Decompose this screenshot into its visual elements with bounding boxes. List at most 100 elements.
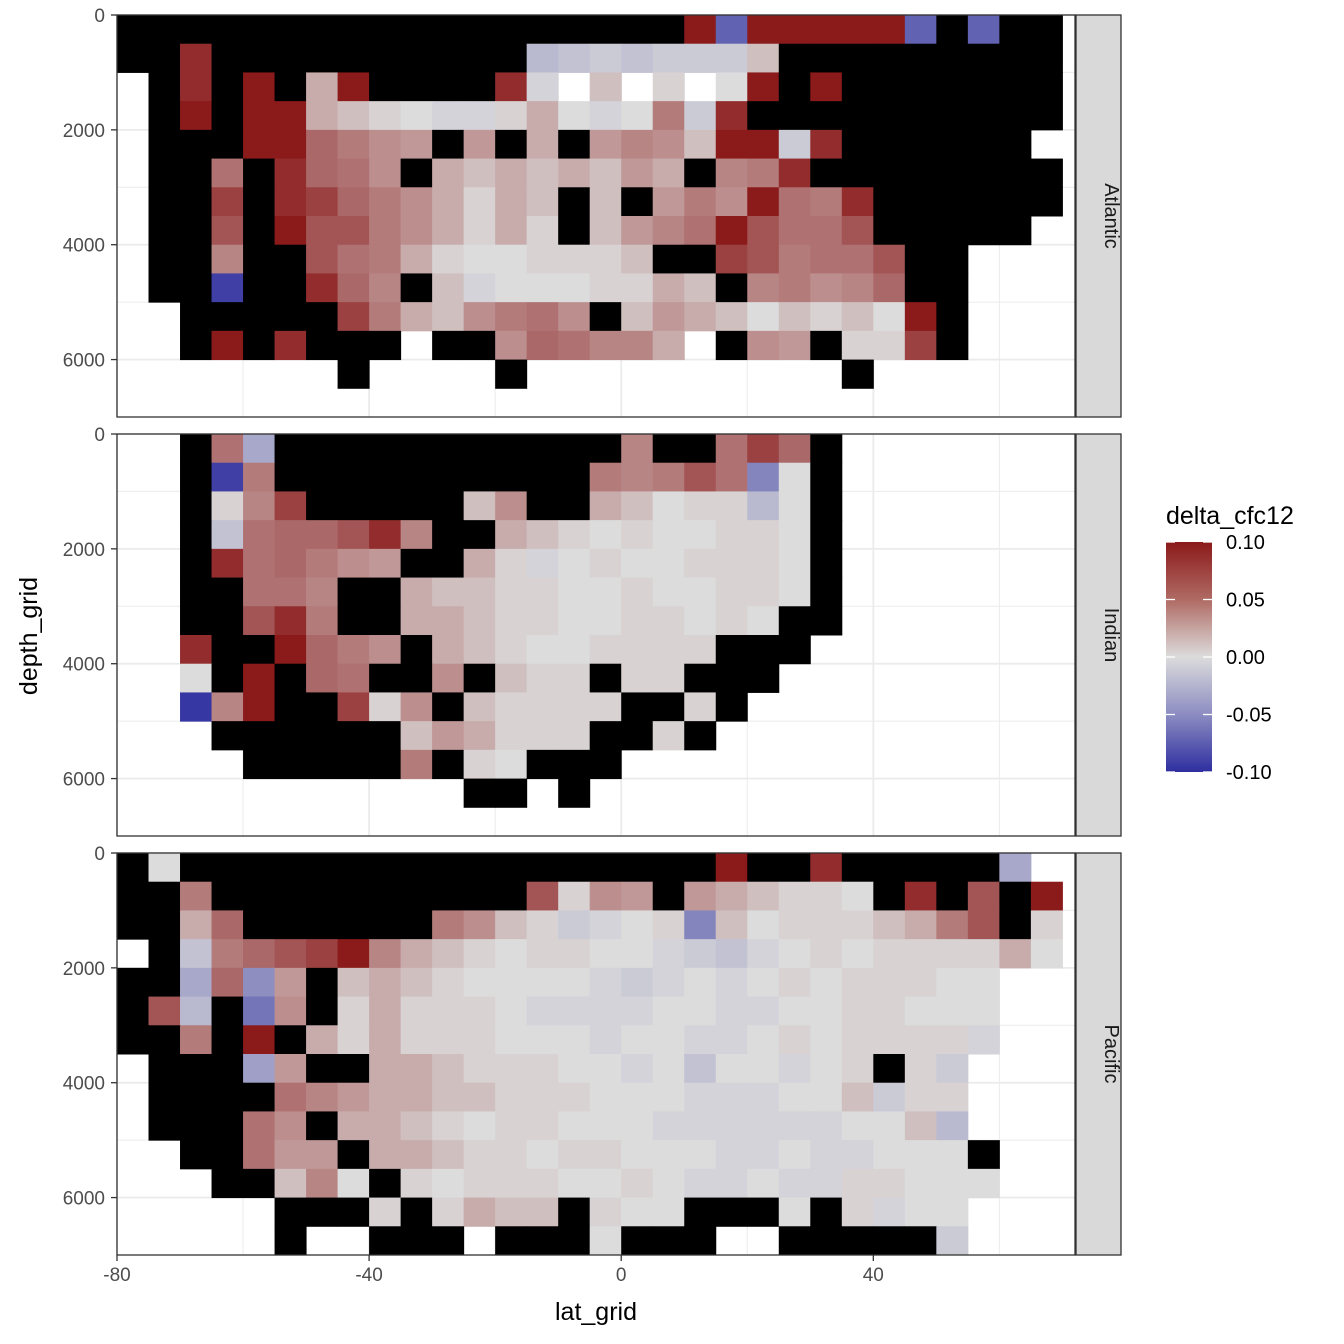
heatmap-cell — [967, 101, 1000, 131]
y-tick-label: 0 — [94, 844, 105, 865]
panel-border — [116, 433, 1076, 837]
heatmap-cell — [778, 15, 811, 45]
heatmap-cell — [873, 1168, 906, 1199]
heatmap-cell — [1030, 187, 1063, 217]
heatmap-cell — [747, 101, 780, 131]
heatmap-cell — [810, 1197, 843, 1227]
heatmap-cell — [778, 244, 811, 274]
heatmap-cell — [936, 1226, 969, 1256]
facet-strip — [1075, 433, 1122, 837]
heatmap-cell — [306, 910, 339, 940]
heatmap-cell — [495, 1197, 528, 1227]
heatmap-cell — [306, 635, 339, 665]
heatmap-cell — [621, 939, 654, 969]
heatmap-cell — [400, 1111, 433, 1141]
heatmap-cell — [463, 1140, 496, 1170]
heatmap-cell — [967, 187, 1000, 217]
heatmap-cell — [369, 1168, 402, 1199]
heatmap-cell — [337, 996, 370, 1026]
heatmap-cell — [873, 967, 906, 998]
heatmap-cell — [999, 43, 1032, 73]
heatmap-cell — [684, 635, 717, 665]
heatmap-cell — [117, 910, 150, 940]
heatmap-cell — [211, 1054, 244, 1084]
heatmap-cell — [432, 43, 465, 73]
heatmap-cell — [180, 43, 213, 73]
heatmap-cell — [337, 577, 370, 607]
heatmap-cell — [715, 1197, 748, 1227]
heatmap-cell — [652, 1025, 685, 1055]
heatmap-cell — [967, 158, 1000, 188]
heatmap-cell — [400, 273, 433, 303]
heatmap-cell — [337, 881, 370, 911]
heatmap-cell — [306, 216, 339, 246]
heatmap-cell — [337, 330, 370, 361]
heatmap-cell — [810, 1054, 843, 1084]
heatmap-cell — [558, 434, 591, 464]
heatmap-cell — [337, 749, 370, 780]
heatmap-cell — [148, 1054, 181, 1084]
heatmap-cell — [967, 996, 1000, 1026]
heatmap-cell — [463, 1168, 496, 1199]
heatmap-cell — [495, 359, 528, 389]
heatmap-cell — [652, 462, 685, 492]
heatmap-cell — [589, 1054, 622, 1084]
heatmap-cell — [810, 910, 843, 940]
heatmap-cell — [558, 1082, 591, 1112]
heatmap-cell — [652, 101, 685, 131]
heatmap-cell — [841, 273, 874, 303]
heatmap-cell — [621, 606, 654, 636]
heatmap-cell — [621, 462, 654, 492]
heatmap-cell — [715, 996, 748, 1026]
heatmap-cell — [841, 43, 874, 73]
heatmap-tiles — [180, 434, 843, 808]
heatmap-cell — [463, 663, 496, 693]
heatmap-cell — [495, 996, 528, 1026]
heatmap-cell — [621, 1168, 654, 1199]
heatmap-cell — [243, 520, 276, 550]
heatmap-cell — [463, 273, 496, 303]
heatmap-cell — [274, 939, 307, 969]
x-axis: -80 -40 0 40 — [103, 1255, 884, 1286]
heatmap-cell — [778, 273, 811, 303]
heatmap-cell — [432, 996, 465, 1026]
heatmap-cell — [306, 43, 339, 73]
heatmap-cell — [778, 330, 811, 361]
heatmap-cell — [243, 1025, 276, 1055]
heatmap-cell — [369, 216, 402, 246]
heatmap-cell — [400, 244, 433, 274]
heatmap-cell — [873, 15, 906, 45]
heatmap-cell — [432, 72, 465, 102]
heatmap-cell — [369, 1025, 402, 1055]
heatmap-cell — [873, 1025, 906, 1055]
heatmap-cell — [1030, 158, 1063, 188]
heatmap-cell — [967, 129, 1000, 160]
heatmap-cell — [841, 216, 874, 246]
heatmap-cell — [936, 43, 969, 73]
heatmap-cell — [337, 1082, 370, 1112]
heatmap-cell — [747, 939, 780, 969]
heatmap-cell — [715, 1054, 748, 1084]
heatmap-cell — [715, 853, 748, 883]
heatmap-cell — [621, 330, 654, 361]
heatmap-cell — [211, 577, 244, 607]
heatmap-cell — [684, 101, 717, 131]
heatmap-cell — [621, 692, 654, 722]
heatmap-cell — [1030, 72, 1063, 102]
heatmap-cell — [652, 721, 685, 751]
heatmap-cell — [463, 910, 496, 940]
heatmap-cell — [243, 663, 276, 693]
heatmap-cell — [715, 692, 748, 722]
heatmap-cell — [400, 1197, 433, 1227]
heatmap-cell — [810, 996, 843, 1026]
heatmap-cell — [526, 692, 559, 722]
heatmap-cell — [904, 158, 937, 188]
heatmap-cell — [495, 330, 528, 361]
heatmap-cell — [526, 1226, 559, 1256]
heatmap-cell — [463, 881, 496, 911]
heatmap-cell — [936, 273, 969, 303]
heatmap-cell — [715, 1168, 748, 1199]
heatmap-cell — [589, 749, 622, 780]
y-tick-label: 0 — [94, 425, 105, 446]
heatmap-cell — [936, 129, 969, 160]
